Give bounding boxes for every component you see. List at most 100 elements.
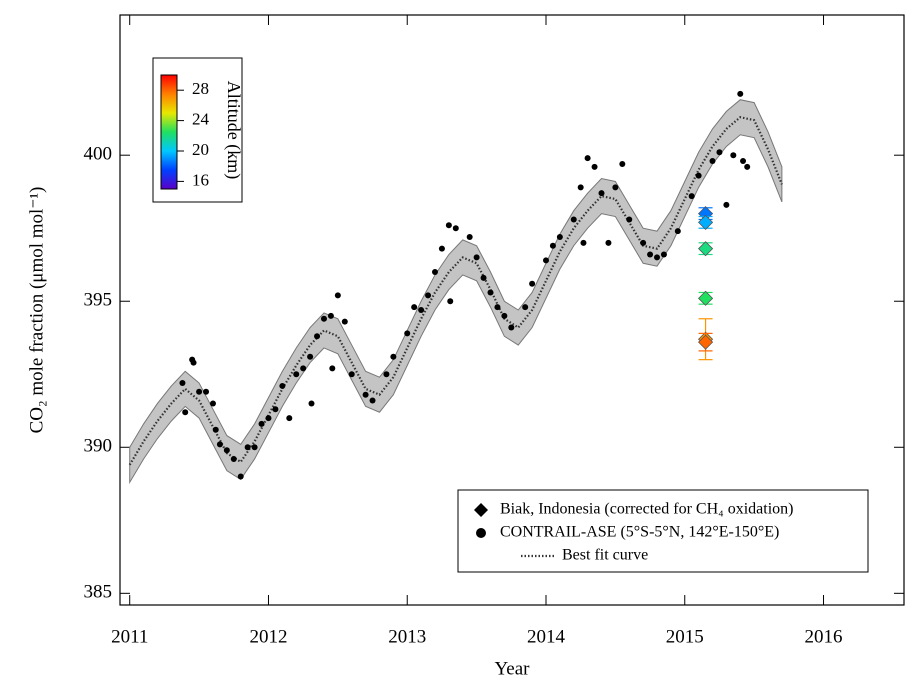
data-point (279, 382, 286, 389)
data-point (549, 242, 556, 249)
data-point (605, 239, 612, 246)
data-point (598, 190, 605, 197)
data-point (308, 400, 315, 407)
data-point (265, 415, 272, 422)
data-point (209, 400, 216, 407)
x-tick-label: 2011 (111, 626, 148, 647)
diamond-point (698, 214, 714, 230)
data-point (619, 160, 626, 167)
colorbar-tick-label: 20 (192, 140, 209, 159)
data-point (508, 324, 515, 331)
x-tick-label: 2016 (805, 626, 843, 647)
colorbar-tick-label: 24 (192, 110, 210, 129)
data-point (369, 397, 376, 404)
legend-label: CONTRAIL-ASE (5°S-5°N, 142°E-150°E) (500, 524, 779, 541)
data-point (348, 371, 355, 378)
data-point (179, 380, 186, 387)
data-point (390, 353, 397, 360)
colorbar (160, 74, 178, 190)
data-point (425, 292, 432, 299)
data-point (237, 473, 244, 480)
data-point (445, 222, 452, 229)
data-point (314, 333, 321, 340)
x-axis-title: Year (494, 658, 530, 679)
data-point (580, 239, 587, 246)
legend-label: Best fit curve (562, 547, 648, 564)
data-point (362, 391, 369, 398)
diamond-point (698, 241, 714, 257)
data-point (591, 163, 598, 170)
data-point (203, 388, 210, 395)
colorbar-tick-label: 28 (192, 79, 209, 98)
data-point (647, 251, 654, 258)
data-point (320, 315, 327, 322)
data-point (329, 365, 336, 372)
diamond-point (698, 290, 714, 306)
data-point (695, 172, 702, 179)
data-point (251, 444, 258, 451)
data-point (612, 184, 619, 191)
data-point (473, 254, 480, 261)
data-point (654, 254, 661, 261)
y-axis-title: CO₂ mole fraction (μmol mol⁻¹) (26, 187, 47, 434)
x-tick-label: 2015 (666, 626, 704, 647)
data-point (522, 304, 529, 311)
data-point (709, 158, 716, 165)
data-point (341, 318, 348, 325)
data-point (452, 225, 459, 232)
data-point (286, 415, 293, 422)
x-tick-label: 2014 (527, 626, 566, 647)
plot-frame (119, 14, 905, 606)
data-point (404, 330, 411, 337)
x-tick-label: 2013 (388, 626, 426, 647)
data-point (327, 312, 334, 319)
data-point (383, 371, 390, 378)
y-tick-label: 395 (84, 290, 113, 311)
y-tick-label: 390 (84, 436, 113, 457)
data-point (216, 441, 223, 448)
data-point (744, 163, 751, 170)
data-point (723, 201, 730, 208)
data-point (716, 149, 723, 156)
data-point (182, 409, 189, 416)
data-point (737, 90, 744, 97)
data-point (438, 245, 445, 252)
data-point (487, 289, 494, 296)
data-point (258, 420, 265, 427)
data-point (244, 444, 251, 451)
data-point (529, 280, 536, 287)
data-point (411, 304, 418, 311)
data-point (660, 251, 667, 258)
data-point (740, 158, 747, 165)
data-point (542, 257, 549, 264)
data-point (688, 193, 695, 200)
data-point (418, 307, 425, 313)
data-point (300, 365, 307, 372)
data-point (730, 152, 737, 159)
y-tick-label: 385 (84, 582, 113, 603)
data-point (674, 228, 681, 235)
uncertainty-band (129, 99, 783, 485)
data-point (212, 426, 219, 433)
data-point (501, 312, 508, 319)
data-point (584, 155, 591, 162)
fit-curve (128, 116, 783, 466)
data-point (196, 388, 203, 395)
data-point (223, 447, 230, 454)
diamond-point (698, 334, 714, 350)
data-point (431, 269, 438, 276)
data-point (447, 298, 454, 305)
data-point (640, 239, 647, 246)
data-point (230, 455, 237, 462)
data-point (626, 216, 633, 223)
data-point (556, 233, 563, 240)
legend-marker (474, 503, 488, 517)
data-point (577, 184, 584, 191)
data-point (293, 371, 300, 378)
legend-marker (476, 528, 486, 538)
data-point (307, 353, 314, 360)
colorbar-title: Altitude (km) (223, 81, 244, 179)
legend-frame (457, 489, 869, 573)
x-tick-label: 2012 (249, 626, 287, 647)
